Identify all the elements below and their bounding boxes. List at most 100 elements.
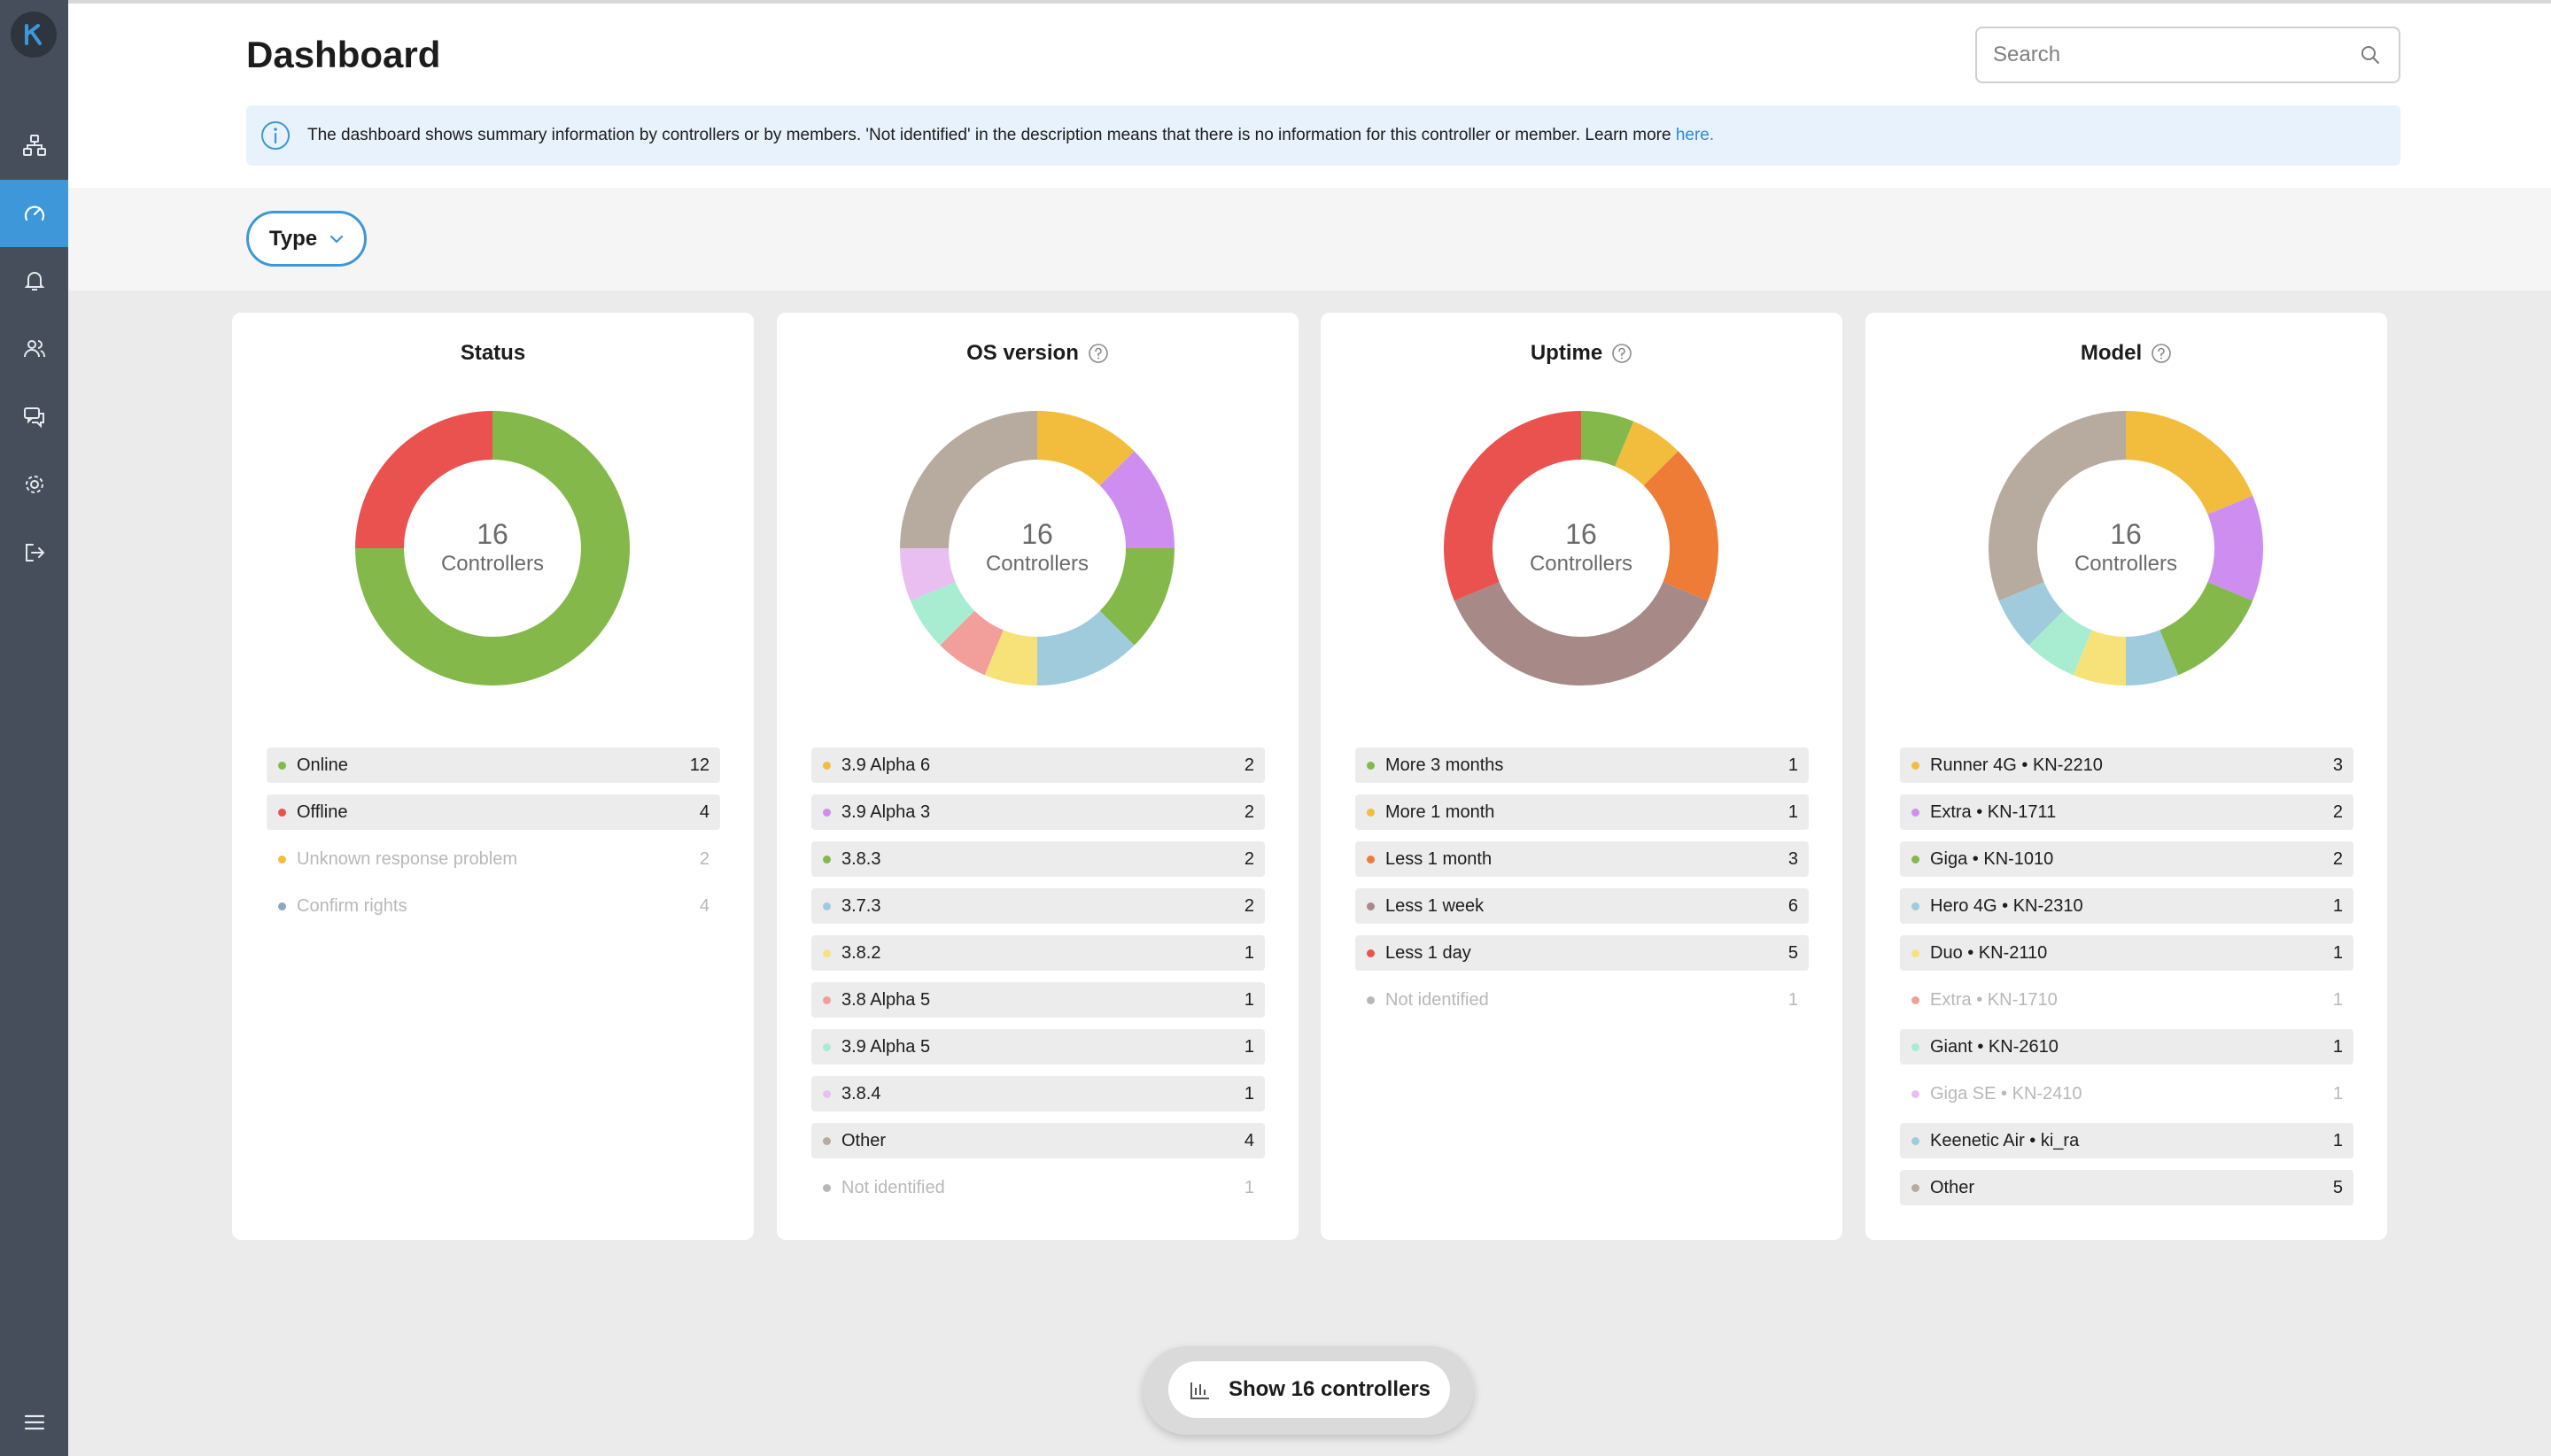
legend-item[interactable]: 3.8.4 1 bbox=[811, 1076, 1265, 1111]
legend-count: 5 bbox=[1787, 943, 1798, 963]
donut-slice[interactable] bbox=[2073, 630, 2126, 685]
legend-item[interactable]: Other 4 bbox=[811, 1123, 1265, 1158]
legend-dot bbox=[1911, 949, 1919, 957]
donut-slice[interactable] bbox=[2207, 495, 2263, 601]
menu-icon bbox=[24, 1414, 44, 1430]
donut-slice[interactable] bbox=[2159, 582, 2253, 676]
legend-item[interactable]: 3.8.2 1 bbox=[811, 935, 1265, 971]
legend-label: 3.9 Alpha 6 bbox=[841, 755, 931, 775]
donut-slice[interactable] bbox=[1998, 582, 2064, 646]
legend-item[interactable]: Offline 4 bbox=[267, 794, 720, 830]
legend-label: Keenetic Air • ki_ra bbox=[1930, 1131, 2080, 1150]
nav-network[interactable] bbox=[0, 112, 68, 179]
legend-count: 1 bbox=[2332, 1131, 2343, 1150]
help-icon[interactable] bbox=[1088, 343, 1109, 364]
donut-slice[interactable] bbox=[1037, 610, 1135, 685]
donut-slice[interactable] bbox=[1454, 582, 1709, 685]
donut-slice[interactable] bbox=[1037, 411, 1135, 486]
legend-item[interactable]: Duo • KN-2110 1 bbox=[1900, 935, 2353, 971]
nav-notifications[interactable] bbox=[0, 247, 68, 314]
legend-item[interactable]: Less 1 week 6 bbox=[1355, 888, 1809, 924]
search-input[interactable] bbox=[1993, 28, 2347, 81]
help-icon[interactable] bbox=[2151, 343, 2172, 364]
help-icon[interactable] bbox=[1611, 343, 1632, 364]
legend-dot bbox=[1911, 1090, 1919, 1098]
donut-slice[interactable] bbox=[900, 548, 956, 601]
legend-count: 2 bbox=[699, 849, 709, 869]
legend-label: Confirm rights bbox=[297, 896, 407, 916]
type-filter-button[interactable]: Type bbox=[246, 211, 367, 267]
nav-menu[interactable] bbox=[0, 1389, 68, 1456]
legend-count: 2 bbox=[1244, 802, 1254, 822]
donut-slice[interactable] bbox=[984, 630, 1037, 685]
legend-item[interactable]: More 1 month 1 bbox=[1355, 794, 1809, 830]
legend-count: 2 bbox=[1244, 755, 1254, 775]
legend-dot bbox=[1367, 809, 1375, 817]
legend-item[interactable]: 3.8.3 2 bbox=[811, 841, 1265, 877]
card-title: Model bbox=[1865, 341, 2387, 366]
legend-item[interactable]: 3.9 Alpha 6 2 bbox=[811, 747, 1265, 783]
top-border bbox=[0, 0, 2551, 4]
legend-item[interactable]: Less 1 month 3 bbox=[1355, 841, 1809, 877]
legend-label: 3.7.3 bbox=[841, 896, 881, 916]
donut-slice[interactable] bbox=[910, 582, 975, 646]
legend-label: 3.8.4 bbox=[841, 1084, 881, 1104]
nav-users[interactable] bbox=[0, 315, 68, 383]
legend-dot bbox=[823, 1090, 831, 1098]
legend-item[interactable]: Keenetic Air • ki_ra 1 bbox=[1900, 1123, 2353, 1158]
donut-slice[interactable] bbox=[2126, 630, 2179, 685]
donut-slice[interactable] bbox=[1099, 548, 1175, 646]
legend-item[interactable]: 3.9 Alpha 3 2 bbox=[811, 794, 1265, 830]
info-message: The dashboard shows summary information … bbox=[307, 126, 1676, 144]
donut-slice[interactable] bbox=[2028, 610, 2092, 676]
legend-item[interactable]: Extra • KN-1711 2 bbox=[1900, 794, 2353, 830]
legend-dot bbox=[823, 1184, 831, 1192]
legend-label: 3.8.2 bbox=[841, 943, 881, 963]
donut-slice[interactable] bbox=[1444, 411, 1581, 601]
legend-item[interactable]: Runner 4G • KN-2210 3 bbox=[1900, 747, 2353, 783]
legend-item[interactable]: 3.9 Alpha 5 1 bbox=[811, 1029, 1265, 1065]
legend-item[interactable]: Hero 4G • KN-2310 1 bbox=[1900, 888, 2353, 924]
nav-messages[interactable] bbox=[0, 383, 68, 451]
show-controllers-button[interactable]: Show 16 controllers bbox=[1168, 1361, 1450, 1418]
legend-label: Other bbox=[1930, 1178, 1975, 1197]
legend-dot bbox=[1367, 856, 1375, 864]
legend-item[interactable]: More 3 months 1 bbox=[1355, 747, 1809, 783]
legend-item[interactable]: 3.8 Alpha 5 1 bbox=[811, 982, 1265, 1018]
legend-list: Online 12 Offline 4 Unknown response problem… bbox=[267, 747, 720, 935]
legend-item[interactable]: 3.7.3 2 bbox=[811, 888, 1265, 924]
donut-slice[interactable] bbox=[1099, 451, 1175, 548]
legend-label: Not identified bbox=[841, 1178, 945, 1197]
search-icon[interactable] bbox=[2358, 43, 2383, 67]
legend-item[interactable]: Giant • KN-2610 1 bbox=[1900, 1029, 2353, 1065]
donut-slice[interactable] bbox=[2126, 411, 2253, 515]
legend-dot bbox=[1911, 1137, 1919, 1145]
card-title: Status bbox=[232, 341, 754, 366]
legend-count: 4 bbox=[1244, 1131, 1254, 1150]
donut-slice[interactable] bbox=[1643, 451, 1718, 601]
legend-list: 3.9 Alpha 6 2 3.9 Alpha 3 2 3.8.3 2 3.7.3 2 3.8.… bbox=[811, 747, 1265, 1217]
donut-slice[interactable] bbox=[355, 411, 492, 548]
learn-more-link[interactable]: here. bbox=[1675, 126, 1715, 144]
legend-item[interactable]: Giga • KN-1010 2 bbox=[1900, 841, 2353, 877]
legend-count: 2 bbox=[1244, 896, 1254, 916]
donut-slice[interactable] bbox=[355, 411, 630, 685]
legend-item: Unknown response problem 2 bbox=[267, 841, 720, 877]
legend-item[interactable]: Online 12 bbox=[267, 747, 720, 783]
donut-slice[interactable] bbox=[900, 411, 1037, 548]
legend-item[interactable]: Less 1 day 5 bbox=[1355, 935, 1809, 971]
donut-slice[interactable] bbox=[1989, 411, 2126, 601]
app-logo[interactable] bbox=[11, 12, 57, 58]
nav-logout[interactable] bbox=[0, 519, 68, 586]
donut-slice[interactable] bbox=[1615, 421, 1679, 486]
nav-dashboard[interactable] bbox=[0, 180, 68, 247]
card-title-text: OS version bbox=[966, 341, 1079, 365]
legend-label: Runner 4G • KN-2210 bbox=[1930, 755, 2103, 775]
nav-settings[interactable] bbox=[0, 451, 68, 518]
donut-slice[interactable] bbox=[1581, 411, 1634, 467]
donut-slice[interactable] bbox=[940, 610, 1004, 676]
legend-item[interactable]: Other 5 bbox=[1900, 1170, 2353, 1205]
search-box[interactable] bbox=[1975, 27, 2400, 83]
filter-bar: Type bbox=[68, 188, 2551, 290]
legend-count: 1 bbox=[2332, 1037, 2343, 1057]
